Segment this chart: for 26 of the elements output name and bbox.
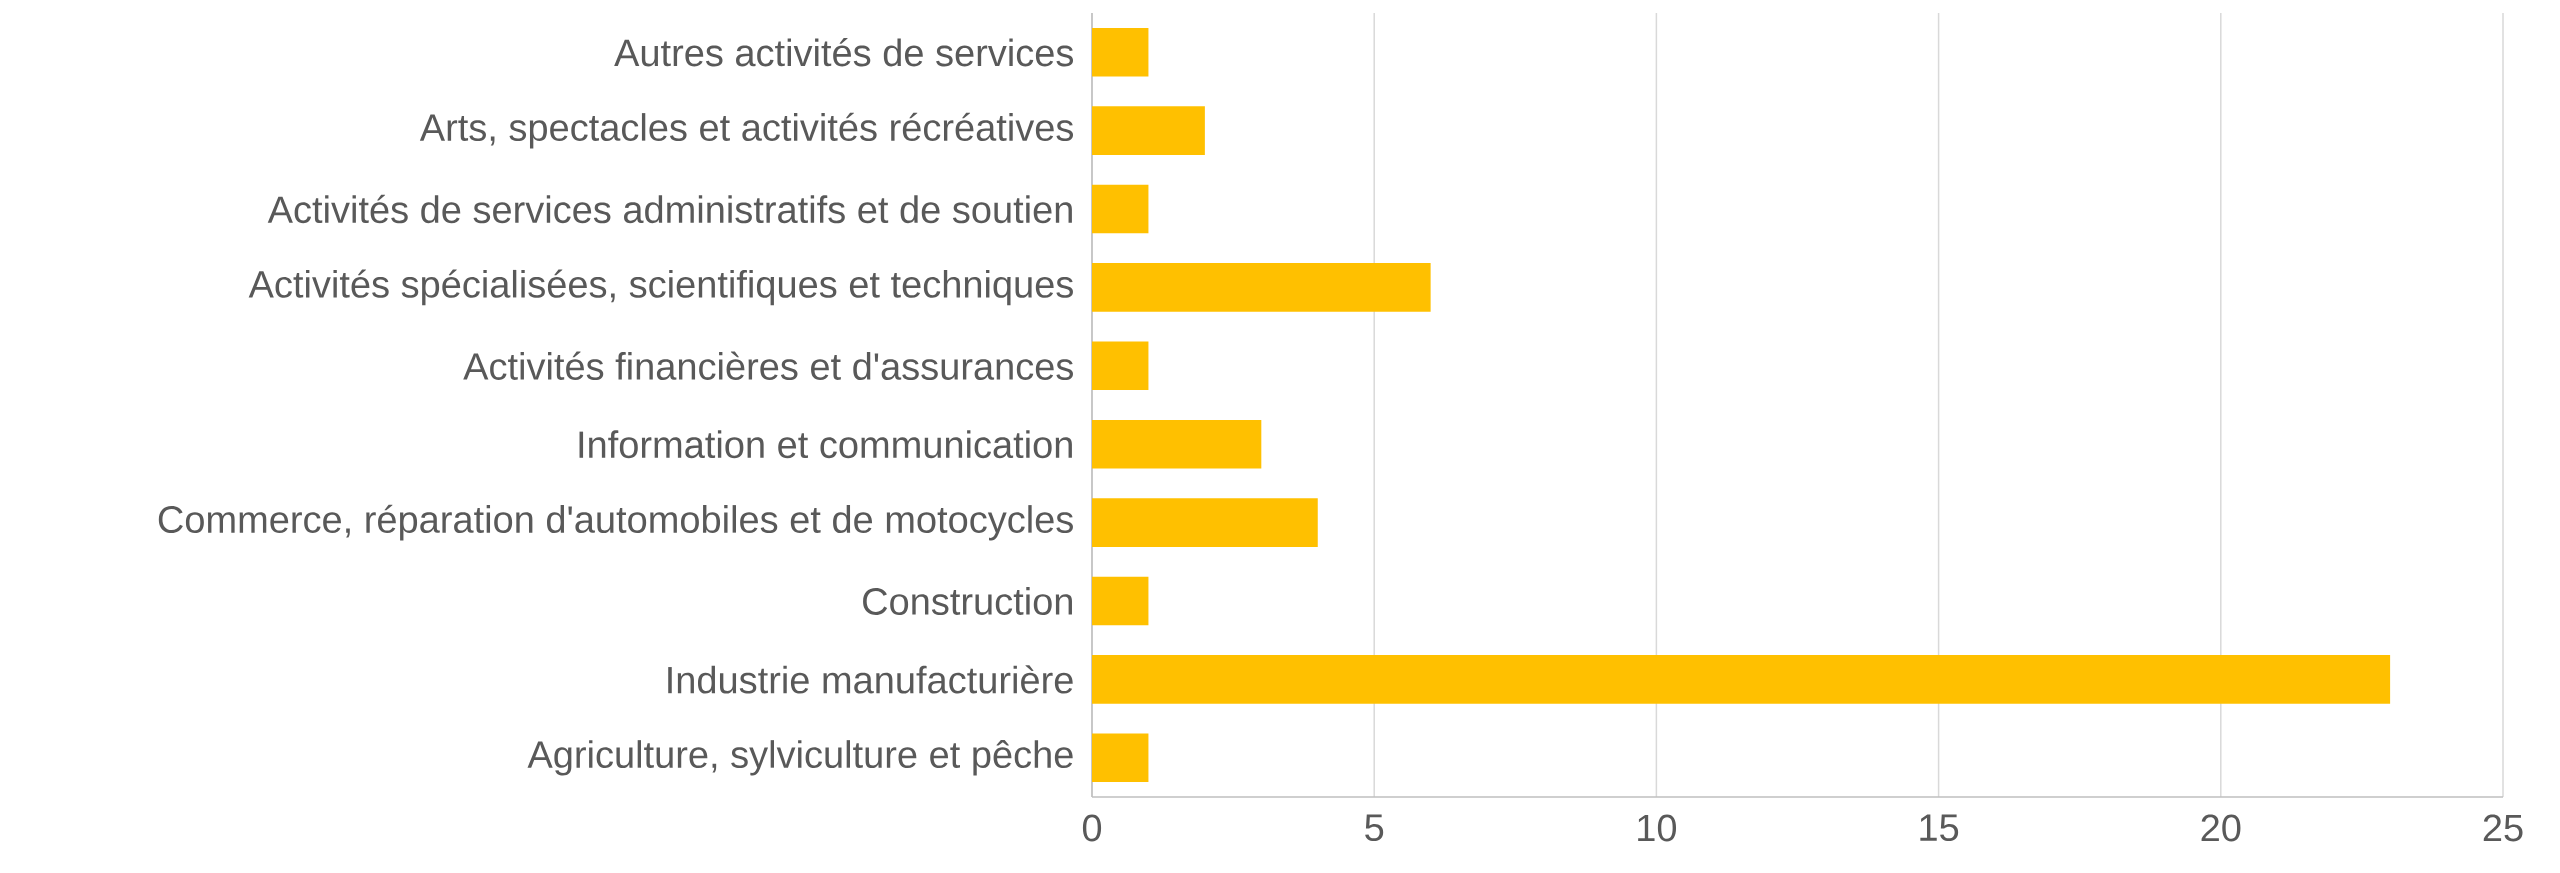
- bar: [1092, 263, 1431, 312]
- y-tick-label: Arts, spectacles et activités récréatives: [419, 112, 1074, 149]
- y-tick-label: Activités spécialisées, scientifiques et techniques: [248, 269, 1073, 306]
- y-tick-label: Commerce, réparation d'automobiles et de motocycles: [158, 504, 1073, 541]
- y-tick-label: Information et communication: [579, 430, 1072, 459]
- bar: [1092, 733, 1149, 783]
- x-tick-label: 10: [1638, 814, 1677, 842]
- bar: [1092, 184, 1149, 234]
- x-tick-label: 5: [1365, 814, 1384, 842]
- x-tick-label: 25: [2483, 814, 2523, 842]
- bar: [1092, 498, 1318, 547]
- y-tick-label: Autres activités de services: [614, 38, 1074, 67]
- x-tick-label: 15: [1920, 814, 1959, 842]
- y-tick-label: Agriculture, sylviculture et pêche: [527, 740, 1073, 776]
- bar: [1092, 655, 2391, 704]
- bar: [1092, 106, 1205, 155]
- y-tick-label: Construction: [863, 587, 1072, 615]
- x-tick-label: 20: [2201, 814, 2241, 842]
- y-tick-label: Industrie manufacturière: [668, 665, 1073, 694]
- x-tick-label: 0: [1082, 814, 1102, 842]
- bar: [1092, 576, 1149, 626]
- bar: [1092, 27, 1149, 77]
- y-tick-label: Activités financières et d'assurances: [463, 351, 1073, 380]
- bar: [1092, 419, 1262, 469]
- y-tick-label: Activités de services administratifs et de soutien: [267, 194, 1072, 224]
- bar: [1092, 341, 1149, 391]
